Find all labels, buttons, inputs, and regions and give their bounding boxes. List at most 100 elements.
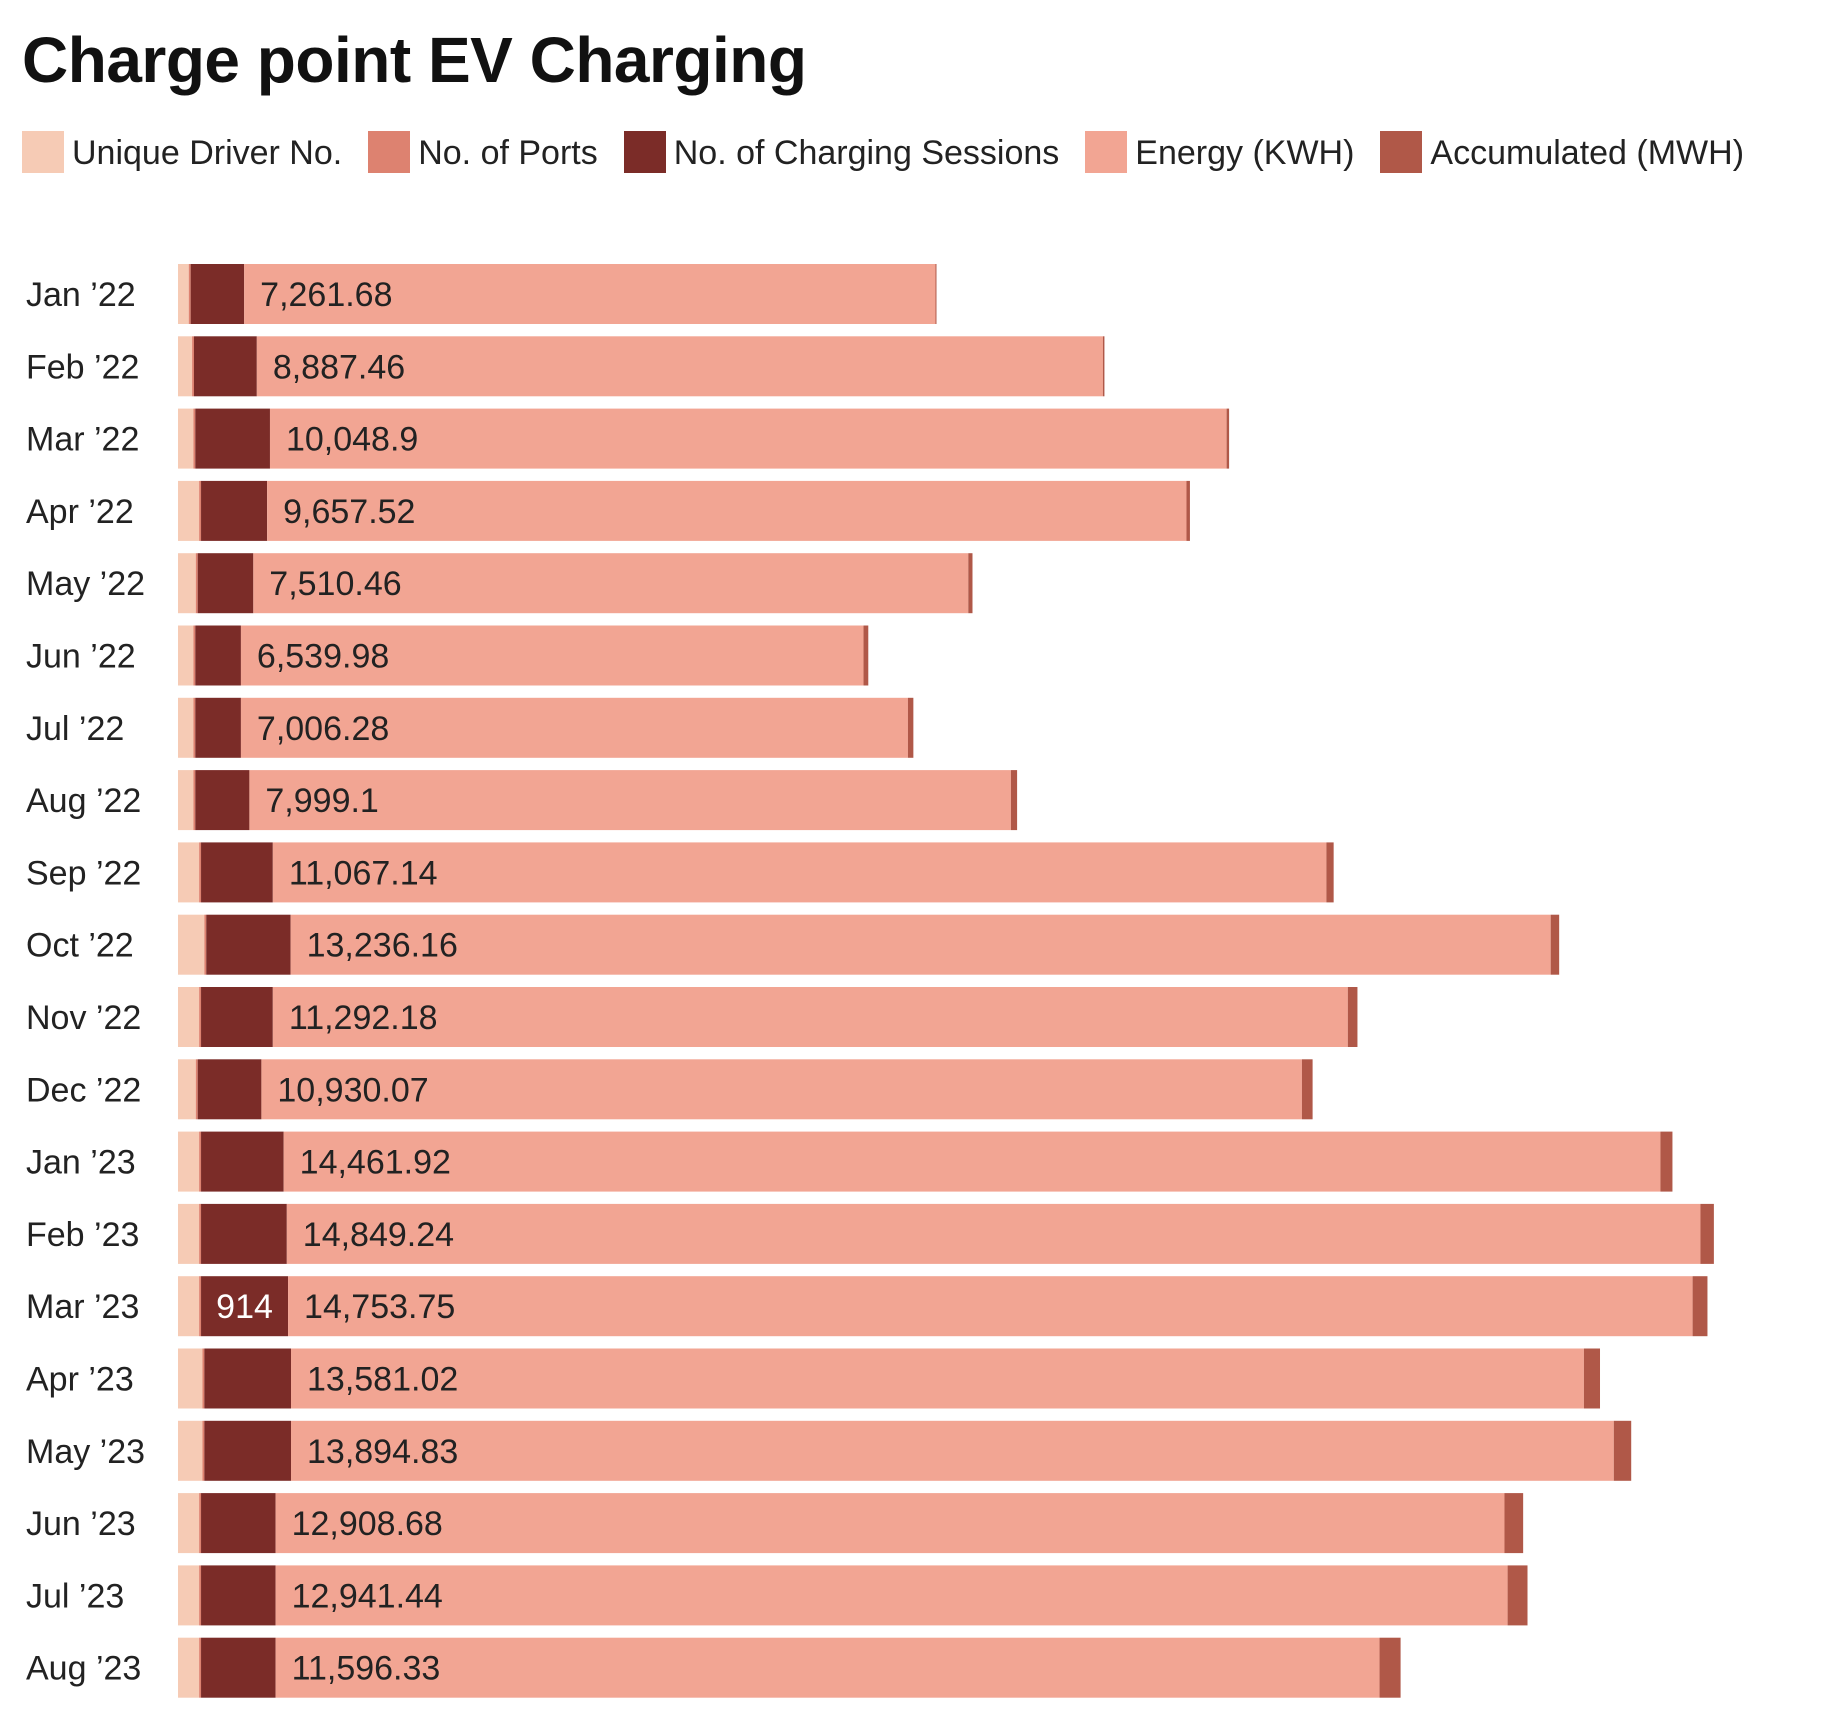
chart-title: Charge point EV Charging [22, 24, 807, 96]
category-label: Jan ’22 [26, 276, 136, 314]
bar-row-dec-22: Dec ’22 10,930.07 [26, 1059, 1313, 1120]
category-label: Apr ’23 [26, 1361, 134, 1399]
legend-item-energy-kwh: Energy (KWH) [1085, 126, 1354, 180]
bar-row-mar-23: Mar ’23 914 14,753.75 [26, 1276, 1708, 1337]
bar-row-jan-23: Jan ’23 14,461.92 [26, 1131, 1673, 1192]
bar-segment-no-of-charging-sessions [201, 1637, 276, 1698]
bar-segment-no-of-ports [199, 1565, 202, 1626]
legend-item-no-of-ports: No. of Ports [368, 126, 598, 180]
bar-segment-accumulated-mwh [1692, 1276, 1708, 1337]
category-label: Mar ’23 [26, 1288, 139, 1326]
bar-segment-energy-kwh [283, 1131, 1661, 1192]
energy-value-label: 13,236.16 [307, 927, 458, 965]
bar-segment-accumulated-mwh [1326, 842, 1334, 903]
category-label: Aug ’23 [26, 1650, 141, 1688]
bar-segment-energy-kwh [244, 264, 936, 324]
energy-value-label: 14,753.75 [304, 1288, 455, 1326]
legend-swatch-no-of-ports [368, 131, 411, 173]
legend-swatch-energy-kwh [1085, 131, 1128, 173]
bar-segment-no-of-ports [195, 553, 198, 614]
energy-value-label: 8,887.46 [273, 348, 405, 386]
bar-segment-energy-kwh [275, 1565, 1508, 1626]
legend-item-no-of-charging-sessions: No. of Charging Sessions [623, 126, 1059, 180]
bar-segment-unique-driver-no [178, 1059, 196, 1120]
bar-segment-accumulated-mwh [1301, 1059, 1313, 1120]
category-label: Oct ’22 [26, 927, 134, 965]
bar-segment-unique-driver-no [178, 1276, 200, 1337]
bar-row-feb-23: Feb ’23 14,849.24 [26, 1203, 1714, 1264]
bar-segment-no-of-ports [204, 914, 207, 975]
bar-segment-accumulated-mwh [1186, 480, 1190, 541]
bar-segment-energy-kwh [253, 553, 969, 614]
bar-segment-accumulated-mwh [1507, 1565, 1528, 1626]
bar-segment-no-of-charging-sessions [195, 625, 241, 686]
category-label: Jan ’23 [26, 1144, 136, 1182]
bar-segment-unique-driver-no [178, 1203, 200, 1264]
energy-value-label: 10,048.9 [286, 421, 418, 459]
bar-segment-no-of-charging-sessions [201, 480, 268, 541]
bar-segment-unique-driver-no [178, 336, 193, 397]
category-label: Nov ’22 [26, 999, 141, 1037]
bar-segment-accumulated-mwh [1504, 1493, 1524, 1554]
bar-segment-energy-kwh [272, 842, 1327, 903]
bar-segment-no-of-ports [199, 480, 202, 541]
bar-segment-energy-kwh [286, 1203, 1701, 1264]
bar-segment-accumulated-mwh [1226, 408, 1230, 469]
energy-value-label: 14,461.92 [300, 1144, 451, 1182]
bar-segment-energy-kwh [288, 1276, 1693, 1337]
energy-value-label: 12,908.68 [292, 1505, 443, 1543]
bar-segment-no-of-charging-sessions [190, 264, 245, 324]
bar-row-apr-22: Apr ’22 9,657.52 [26, 480, 1190, 541]
legend-item-accumulated-mwh: Accumulated (MWH) [1380, 126, 1744, 180]
category-label: Jun ’22 [26, 638, 136, 676]
bar-segment-unique-driver-no [178, 625, 194, 686]
energy-value-label: 9,657.52 [283, 493, 415, 531]
bar-segment-no-of-ports [199, 1203, 202, 1264]
category-label: Sep ’22 [26, 854, 141, 892]
bar-segment-no-of-charging-sessions [201, 987, 273, 1047]
bar-segment-no-of-ports [199, 1637, 202, 1698]
bar-segment-accumulated-mwh [907, 697, 914, 758]
bar-segment-no-of-charging-sessions [201, 1203, 287, 1264]
bar-row-may-22: May ’22 7,510.46 [26, 553, 973, 614]
bar-segment-no-of-ports [192, 336, 194, 397]
bar-segment-energy-kwh [261, 1059, 1302, 1120]
bar-row-aug-22: Aug ’22 7,999.1 [26, 770, 1018, 831]
chart-legend: Unique Driver No. No. of Ports No. of Char… [22, 126, 1802, 180]
category-label: Mar ’22 [26, 421, 139, 459]
bar-row-jul-22: Jul ’22 7,006.28 [26, 697, 914, 758]
bar-row-feb-22: Feb ’22 8,887.46 [26, 336, 1105, 397]
bar-segment-energy-kwh [291, 1348, 1584, 1409]
energy-value-label: 11,596.33 [292, 1650, 441, 1688]
category-label: Apr ’22 [26, 493, 134, 531]
bar-segment-no-of-charging-sessions [197, 553, 254, 614]
energy-value-label: 13,581.02 [307, 1361, 458, 1399]
bar-segment-unique-driver-no [178, 408, 194, 469]
bar-segment-no-of-ports [199, 1131, 202, 1192]
bar-segment-no-of-ports [199, 1276, 202, 1337]
bar-segment-no-of-charging-sessions [201, 1131, 284, 1192]
bar-segment-accumulated-mwh [1347, 987, 1358, 1047]
bar-row-aug-23: Aug ’23 11,596.33 [26, 1637, 1401, 1698]
bar-segment-unique-driver-no [178, 1131, 200, 1192]
energy-value-label: 7,006.28 [257, 710, 389, 748]
category-label: Feb ’23 [26, 1216, 139, 1254]
bar-row-jun-22: Jun ’22 6,539.98 [26, 625, 869, 686]
bar-row-nov-22: Nov ’22 11,292.18 [26, 987, 1358, 1047]
bar-segment-unique-driver-no [178, 1348, 203, 1409]
bar-segment-unique-driver-no [178, 264, 189, 324]
bar-segment-no-of-ports [193, 625, 196, 686]
bar-segment-accumulated-mwh [1660, 1131, 1673, 1192]
bar-segment-no-of-ports [199, 1493, 202, 1554]
legend-swatch-no-of-charging-sessions [623, 131, 666, 173]
bar-segment-accumulated-mwh [968, 553, 973, 614]
bar-row-apr-23: Apr ’23 13,581.02 [26, 1348, 1601, 1409]
bar-segment-no-of-ports [188, 264, 191, 324]
energy-value-label: 11,067.14 [289, 854, 438, 892]
bar-segment-unique-driver-no [178, 987, 200, 1047]
bar-segment-no-of-charging-sessions [204, 1420, 291, 1481]
bar-segment-unique-driver-no [178, 480, 200, 541]
bar-segment-no-of-ports [199, 987, 202, 1047]
bar-segment-energy-kwh [291, 1420, 1614, 1481]
